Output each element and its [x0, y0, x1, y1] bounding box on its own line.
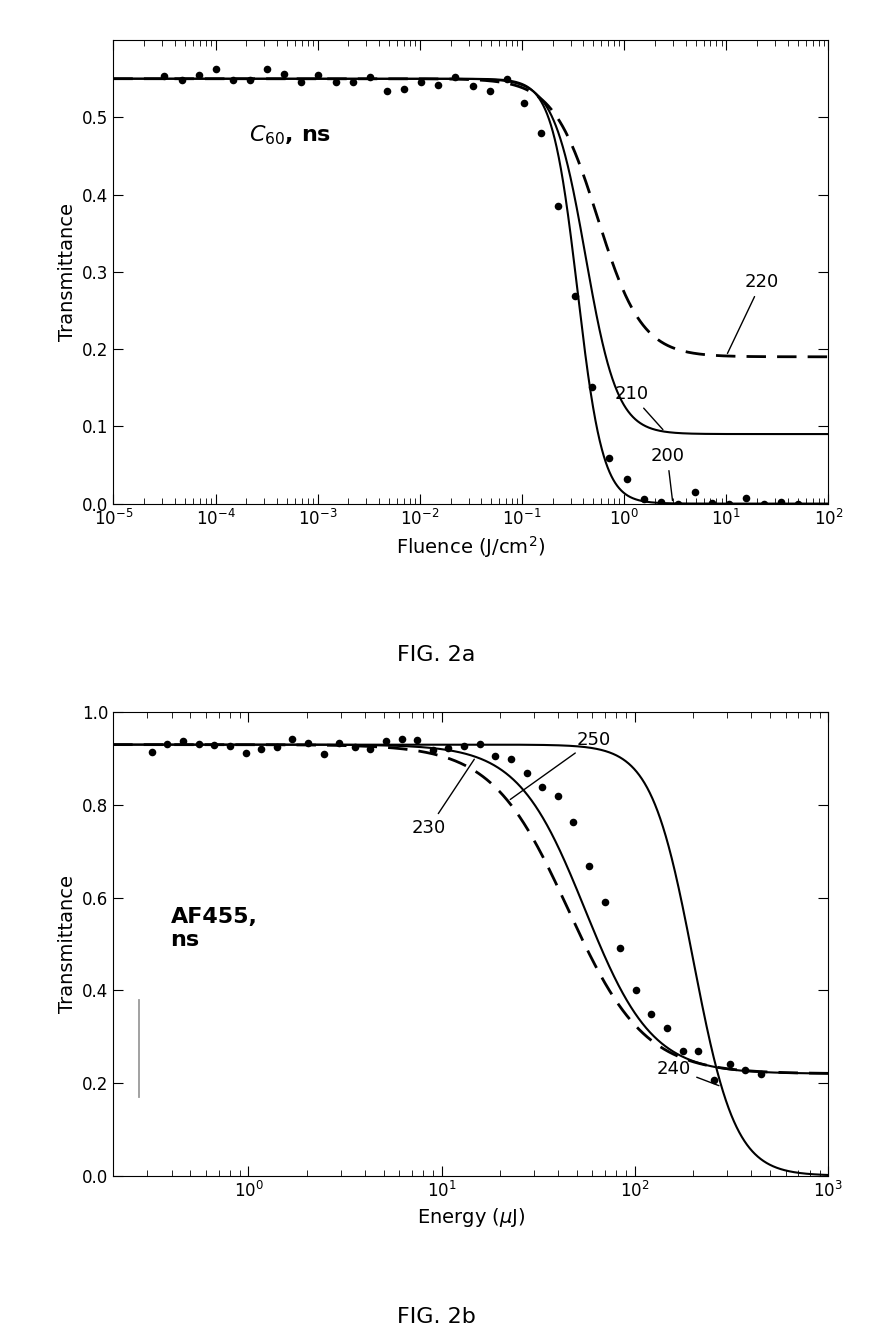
Point [739, 488, 753, 509]
Point [500, 68, 514, 90]
Point [208, 59, 222, 80]
Point [569, 286, 582, 307]
Text: $C_{60}$, ns: $C_{60}$, ns [249, 123, 331, 147]
Point [348, 736, 362, 758]
Point [613, 937, 627, 958]
Point [603, 448, 617, 469]
Point [567, 811, 581, 832]
Point [629, 979, 643, 1001]
Point [295, 71, 309, 92]
Y-axis label: Transmittance: Transmittance [58, 875, 77, 1013]
Point [660, 1018, 674, 1039]
Point [691, 1041, 705, 1062]
Point [722, 493, 736, 514]
Point [597, 891, 611, 912]
Point [345, 71, 359, 92]
Point [174, 69, 188, 91]
Point [145, 741, 159, 763]
Point [301, 732, 315, 754]
Point [426, 740, 439, 762]
X-axis label: Energy ($\mu$J): Energy ($\mu$J) [417, 1206, 525, 1229]
Point [192, 733, 206, 755]
Point [285, 728, 299, 749]
Text: 250: 250 [510, 731, 611, 799]
Point [414, 72, 428, 94]
Point [551, 786, 565, 807]
Point [676, 1041, 690, 1062]
Point [223, 736, 237, 758]
Point [473, 733, 487, 755]
Point [239, 743, 253, 764]
Point [192, 64, 206, 86]
Point [517, 92, 531, 114]
Point [380, 80, 394, 102]
Point [332, 732, 346, 754]
Text: 220: 220 [727, 274, 779, 354]
Point [254, 737, 268, 759]
Point [520, 763, 534, 784]
Y-axis label: Transmittance: Transmittance [58, 203, 77, 341]
Point [397, 79, 411, 100]
Text: 230: 230 [412, 759, 474, 836]
Point [637, 488, 651, 509]
Point [379, 731, 393, 752]
Point [620, 469, 634, 490]
Point [707, 1069, 721, 1090]
Point [757, 493, 771, 514]
Text: AF455,
ns: AF455, ns [171, 907, 257, 950]
Point [773, 492, 787, 513]
Point [363, 67, 377, 88]
Point [226, 69, 240, 91]
Point [671, 493, 685, 514]
Point [705, 493, 719, 514]
Point [260, 59, 274, 80]
Point [488, 745, 502, 767]
Point [582, 855, 596, 876]
Point [535, 776, 549, 798]
Point [504, 748, 518, 770]
Point [551, 195, 565, 216]
Point [158, 65, 172, 87]
Point [317, 744, 330, 766]
Point [410, 729, 424, 751]
Text: FIG. 2a: FIG. 2a [397, 645, 475, 665]
Point [457, 735, 471, 756]
Point [277, 63, 291, 84]
Point [466, 75, 480, 96]
Point [688, 481, 702, 502]
Text: 210: 210 [614, 385, 663, 430]
Point [269, 736, 283, 758]
Point [311, 64, 325, 86]
Point [448, 67, 462, 88]
Point [432, 75, 446, 96]
Point [208, 735, 221, 756]
X-axis label: Fluence (J/cm$^2$): Fluence (J/cm$^2$) [396, 534, 546, 560]
Point [791, 493, 805, 514]
Point [160, 733, 174, 755]
Point [534, 123, 548, 144]
Point [483, 80, 497, 102]
Text: 240: 240 [657, 1059, 719, 1086]
Point [176, 729, 190, 751]
Text: 200: 200 [651, 448, 685, 501]
Point [723, 1053, 737, 1074]
Point [364, 737, 378, 759]
Text: FIG. 2b: FIG. 2b [397, 1307, 475, 1327]
Point [654, 492, 668, 513]
Point [243, 69, 257, 91]
Point [739, 1059, 753, 1081]
Point [644, 1003, 658, 1025]
Point [395, 728, 409, 749]
Point [329, 71, 343, 92]
Point [441, 737, 455, 759]
Point [585, 377, 599, 398]
Point [753, 1063, 767, 1085]
